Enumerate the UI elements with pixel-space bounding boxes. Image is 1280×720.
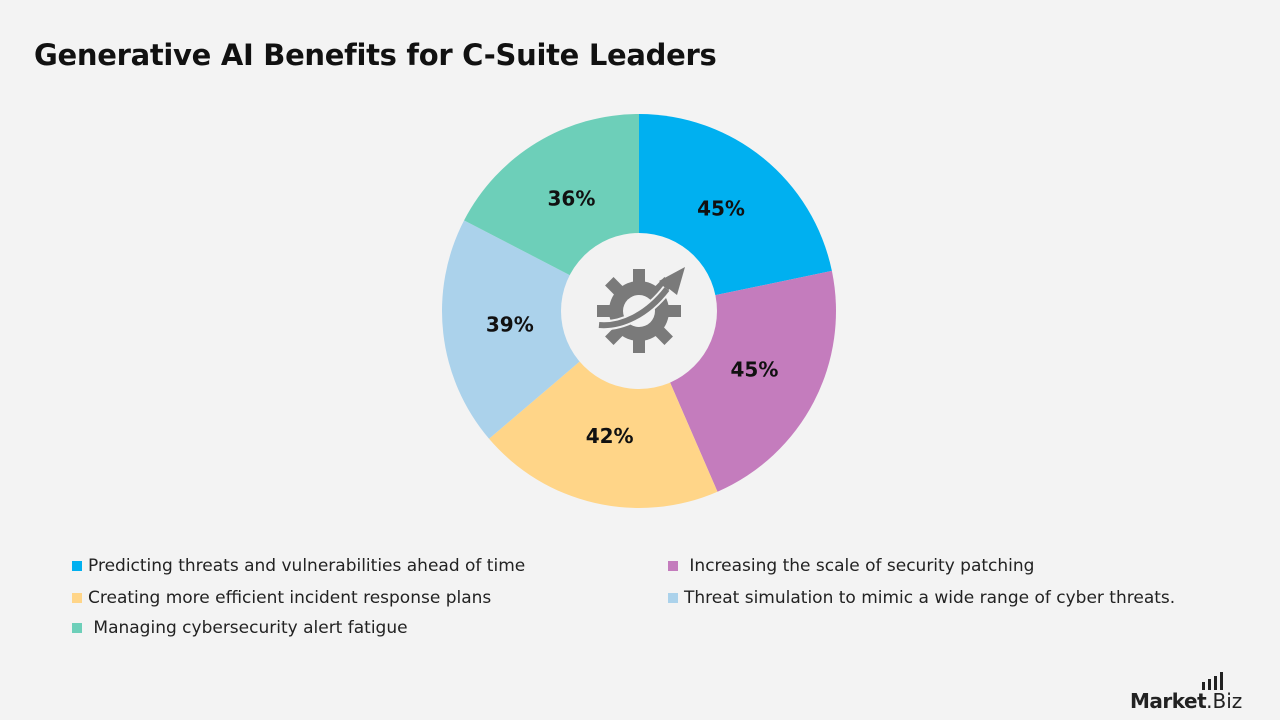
legend-item: Increasing the scale of security patchin…	[668, 556, 1034, 576]
logo-word-market: Market	[1130, 689, 1207, 713]
legend-item: Managing cybersecurity alert fatigue	[72, 618, 408, 638]
legend-item: Predicting threats and vulnerabilities a…	[72, 556, 525, 576]
slice-label-4: 39%	[486, 312, 534, 336]
slice-labels: 45% 45% 42% 39% 36%	[486, 186, 778, 448]
legend-label: Predicting threats and vulnerabilities a…	[88, 556, 526, 576]
marketbiz-logo: Market .Biz	[1130, 671, 1242, 711]
legend-label: Increasing the scale of security patchin…	[684, 556, 1035, 576]
legend-label: Threat simulation to mimic a wide range …	[684, 588, 1176, 608]
logo-word-biz: .Biz	[1206, 689, 1243, 713]
chart-title: Generative AI Benefits for C-Suite Leade…	[34, 38, 717, 72]
logo-bars-icon	[1202, 672, 1223, 690]
legend-swatch	[72, 593, 82, 603]
slice-label-3: 42%	[586, 424, 634, 448]
gear-arrow-icon	[597, 267, 685, 353]
slice-label-1: 45%	[697, 197, 745, 221]
slice-label-5: 36%	[548, 186, 596, 210]
legend-swatch	[668, 593, 678, 603]
legend-item: Threat simulation to mimic a wide range …	[668, 588, 1175, 608]
legend-label: Managing cybersecurity alert fatigue	[88, 618, 408, 638]
legend-swatch	[72, 561, 82, 571]
legend-label: Creating more efficient incident respons…	[88, 588, 492, 608]
pie-slice-4	[442, 220, 639, 439]
legend-swatch	[668, 561, 678, 571]
legend-item: Creating more efficient incident respons…	[72, 588, 491, 608]
legend-swatch	[72, 623, 82, 633]
slice-label-2: 45%	[730, 357, 778, 381]
